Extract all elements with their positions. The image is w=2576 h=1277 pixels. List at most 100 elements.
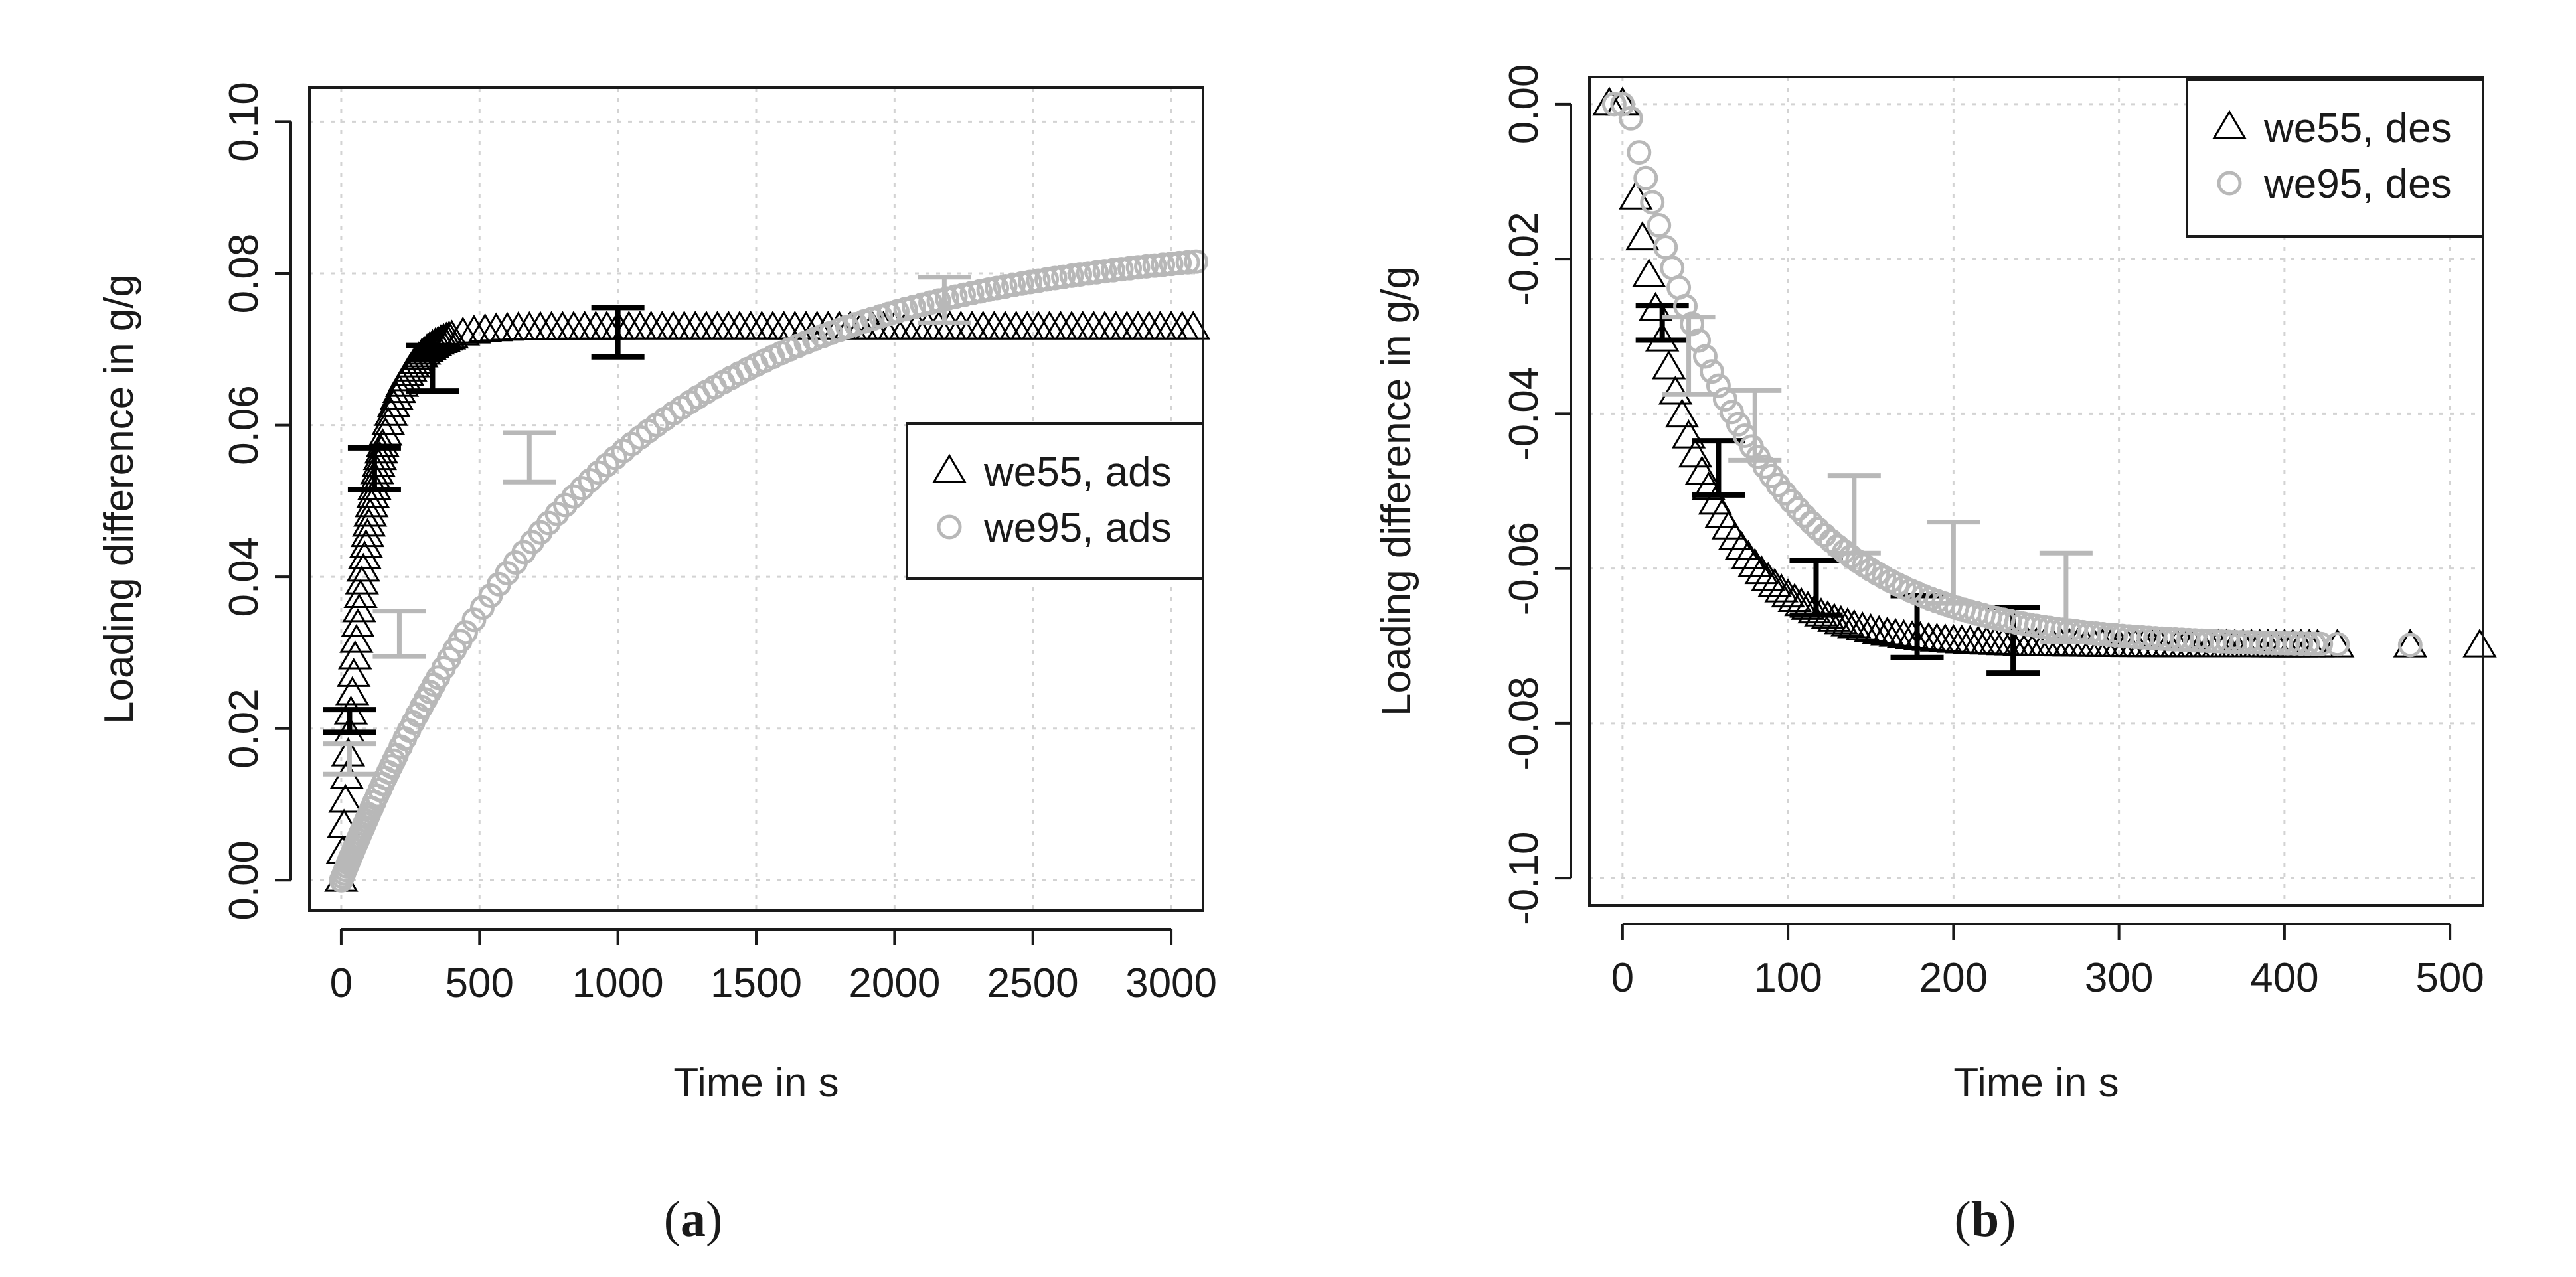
x-tick-label: 0 (330, 960, 353, 1006)
data-point-triangle (1032, 310, 1067, 340)
data-point-circle (1772, 481, 1797, 506)
data-point-triangle (1076, 310, 1111, 340)
data-point-triangle (2462, 628, 2497, 658)
y-tick-label: 0.02 (221, 688, 267, 769)
data-point-triangle (353, 497, 388, 527)
data-point-circle (461, 607, 487, 633)
data-point-triangle (1066, 310, 1100, 340)
data-point-circle (1159, 252, 1184, 277)
data-point-triangle (1054, 310, 1089, 340)
data-point-circle (569, 476, 594, 501)
data-point-triangle (418, 327, 453, 356)
data-point-triangle (1731, 540, 1766, 569)
data-point-triangle (578, 310, 613, 340)
data-point-circle (1034, 267, 1060, 292)
data-point-triangle (376, 388, 411, 418)
data-point-triangle (328, 783, 362, 813)
y-tick-label: 0.00 (1501, 64, 1547, 144)
data-point-triangle (645, 310, 680, 340)
data-point-circle (1706, 373, 1731, 398)
data-point-triangle (355, 488, 389, 518)
data-point-circle (2302, 631, 2327, 656)
y-tick-label: 0.00 (221, 840, 267, 921)
data-point-triangle (633, 310, 669, 340)
data-point-triangle (1797, 594, 1832, 624)
data-point-circle (1792, 503, 1817, 528)
data-point-circle (1125, 255, 1151, 280)
x-axis: 0 500 1000 1500 2000 2500 3000 Time in s (330, 928, 1217, 1106)
data-point-triangle (341, 608, 375, 637)
x-tick-label: 100 (1753, 955, 1822, 1001)
legend-box (2186, 78, 2484, 238)
data-point-triangle (1651, 350, 1686, 380)
data-point-triangle (368, 416, 403, 446)
x-tick-label: 0 (1611, 955, 1634, 1001)
data-point-circle (1092, 259, 1117, 284)
data-point-circle (2295, 631, 2320, 656)
data-point-circle (1633, 165, 1658, 190)
grid (309, 88, 1203, 911)
error-bars (1662, 315, 2093, 644)
data-point-triangle (371, 406, 406, 435)
data-point-triangle (357, 471, 392, 500)
data-point-circle (1184, 249, 1209, 274)
data-point-circle (1712, 386, 1737, 412)
x-tick-label: 300 (2085, 955, 2153, 1001)
data-point-triangle (534, 311, 569, 340)
legend-marker-circle (2217, 171, 2242, 196)
y-tick-label: -0.08 (1501, 676, 1547, 770)
data-point-triangle (2320, 628, 2355, 658)
x-tick-label: 500 (445, 960, 514, 1006)
data-point-triangle (1737, 548, 1772, 577)
data-point-circle (1785, 496, 1811, 521)
data-point-triangle (1724, 530, 1759, 560)
series-we95-ads (329, 249, 1209, 893)
data-point-circle (1134, 254, 1159, 279)
data-point-circle (2325, 632, 2350, 657)
data-point-triangle (1830, 607, 1865, 637)
data-point-triangle (1671, 419, 1706, 449)
data-point-triangle (1870, 616, 1905, 646)
data-point-circle (1068, 262, 1093, 287)
legend-marker-triangle (932, 453, 967, 483)
y-tick-label: 0.08 (221, 234, 267, 314)
data-point-triangle (360, 455, 394, 485)
y-tick-label: 0.04 (221, 537, 267, 617)
data-point-triangle (445, 316, 481, 346)
x-tick-label: 400 (2250, 955, 2318, 1001)
data-point-circle (1653, 234, 1678, 260)
data-point-triangle (1862, 615, 1896, 644)
y-tick-label: 0.10 (221, 82, 267, 162)
data-point-circle (1640, 190, 1665, 215)
data-point-circle (993, 274, 1018, 299)
data-point-triangle (656, 310, 690, 340)
error-bars (323, 305, 645, 735)
data-point-circle (2397, 633, 2423, 658)
data-point-triangle (1837, 609, 1872, 638)
data-point-triangle (932, 310, 967, 340)
x-tick-label: 3000 (1125, 960, 1217, 1006)
data-point-triangle (1744, 555, 1779, 585)
data-point-circle (1142, 253, 1167, 278)
data-point-triangle (678, 310, 713, 340)
x-tick-label: 500 (2415, 955, 2484, 1001)
panel-b-caption: (b) (1955, 1191, 2016, 1247)
data-point-triangle (356, 479, 390, 508)
data-point-triangle (722, 310, 757, 340)
data-point-triangle (1132, 310, 1167, 340)
data-point-circle (1167, 250, 1192, 275)
data-point-circle (1109, 257, 1134, 282)
data-point-circle (1042, 265, 1068, 291)
data-point-triangle (1632, 258, 1666, 287)
y-axis-label: Loading difference in g/g (96, 274, 142, 724)
data-point-triangle (733, 310, 768, 340)
data-point-triangle (1099, 310, 1133, 340)
x-tick-label: 1500 (710, 960, 802, 1006)
data-point-triangle (349, 528, 384, 558)
y-tick-label: -0.02 (1501, 212, 1547, 305)
data-point-triangle (1886, 619, 1921, 648)
data-point-triangle (1645, 322, 1680, 352)
data-point-triangle (1757, 567, 1792, 597)
x-axis-label: Time in s (1953, 1060, 2119, 1106)
data-point-circle (1647, 213, 1672, 238)
